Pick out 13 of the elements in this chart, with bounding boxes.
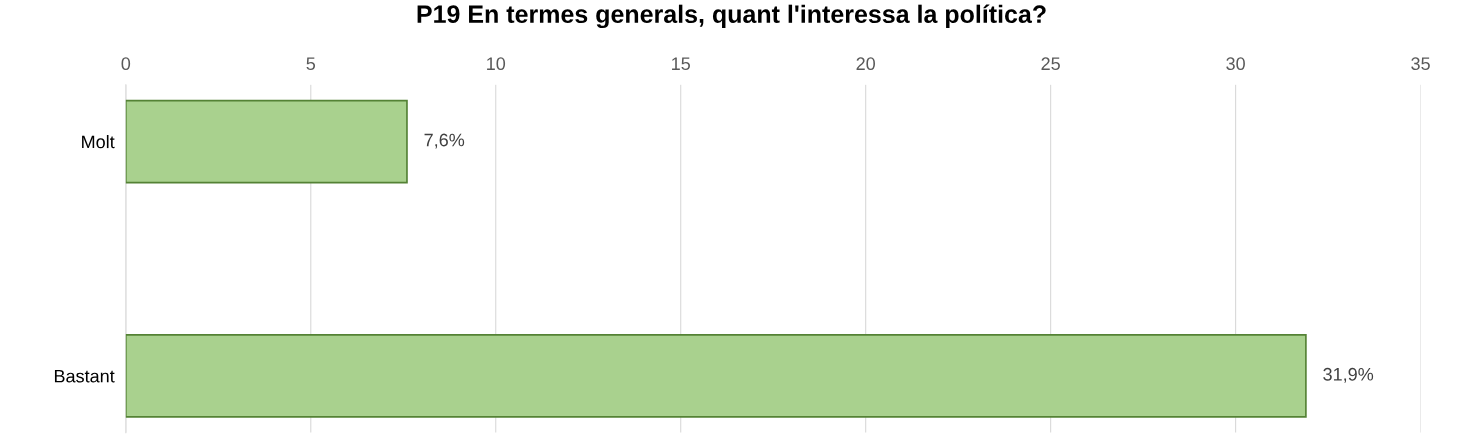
x-tick-label: 15	[672, 57, 690, 71]
x-tick-label: 0	[121, 57, 131, 71]
data-label: 31,9%	[1323, 367, 1374, 383]
x-tick-label: 25	[1041, 57, 1060, 71]
x-tick-label: 30	[1226, 57, 1245, 71]
y-tick-label: Bastant	[54, 369, 115, 383]
data-label: 7,6%	[424, 133, 465, 149]
x-tick-label: 35	[1411, 57, 1430, 71]
x-tick-label: 20	[856, 57, 876, 71]
y-tick-label: Molt	[82, 135, 115, 149]
chart-title: P19 En termes generals, quant l'interessa la política?	[417, 4, 1046, 29]
x-tick-label: 5	[306, 57, 316, 71]
x-tick-label: 10	[487, 57, 506, 71]
